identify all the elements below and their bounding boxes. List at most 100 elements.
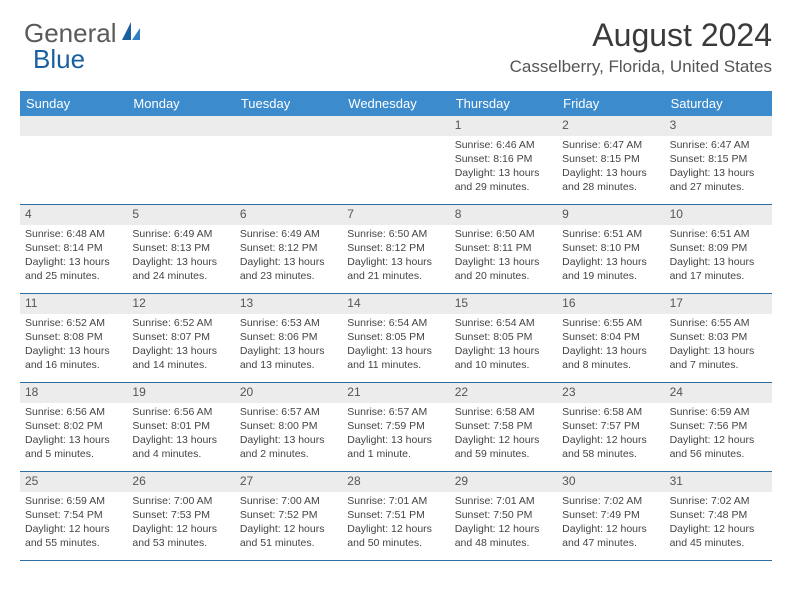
day-daylight2: and 16 minutes. <box>25 358 122 372</box>
day-daylight1: Daylight: 13 hours <box>347 255 444 269</box>
day-details: Sunrise: 6:52 AMSunset: 8:07 PMDaylight:… <box>127 314 234 377</box>
day-details <box>20 136 127 142</box>
day-number: 28 <box>342 472 449 492</box>
day-sunrise: Sunrise: 6:57 AM <box>240 405 337 419</box>
calendar-day: 15Sunrise: 6:54 AMSunset: 8:05 PMDayligh… <box>450 294 557 382</box>
day-sunset: Sunset: 8:16 PM <box>455 152 552 166</box>
calendar-day: 5Sunrise: 6:49 AMSunset: 8:13 PMDaylight… <box>127 205 234 293</box>
day-details: Sunrise: 7:01 AMSunset: 7:50 PMDaylight:… <box>450 492 557 555</box>
day-daylight2: and 27 minutes. <box>670 180 767 194</box>
day-daylight2: and 21 minutes. <box>347 269 444 283</box>
day-header: Friday <box>557 92 664 116</box>
day-sunrise: Sunrise: 6:49 AM <box>132 227 229 241</box>
day-daylight1: Daylight: 13 hours <box>25 433 122 447</box>
calendar-day: 26Sunrise: 7:00 AMSunset: 7:53 PMDayligh… <box>127 472 234 560</box>
calendar-day: 4Sunrise: 6:48 AMSunset: 8:14 PMDaylight… <box>20 205 127 293</box>
day-details <box>127 136 234 142</box>
day-daylight1: Daylight: 13 hours <box>132 433 229 447</box>
logo-sail-icon <box>120 18 142 49</box>
header: General August 2024 Casselberry, Florida… <box>0 0 792 81</box>
day-sunrise: Sunrise: 7:00 AM <box>240 494 337 508</box>
day-daylight1: Daylight: 13 hours <box>455 166 552 180</box>
calendar-day: 25 Sunrise: 6:59 AMSunset: 7:54 PMDayligh… <box>20 472 127 560</box>
day-number: 26 <box>127 472 234 492</box>
day-daylight2: and 48 minutes. <box>455 536 552 550</box>
day-sunset: Sunset: 8:11 PM <box>455 241 552 255</box>
day-details: Sunrise: 6:48 AMSunset: 8:14 PMDaylight:… <box>20 225 127 288</box>
day-daylight1: Daylight: 13 hours <box>562 255 659 269</box>
day-daylight1: Daylight: 13 hours <box>670 166 767 180</box>
calendar-day: 27Sunrise: 7:00 AMSunset: 7:52 PMDayligh… <box>235 472 342 560</box>
day-number: 17 <box>665 294 772 314</box>
day-sunrise: Sunrise: 6:48 AM <box>25 227 122 241</box>
day-number: 23 <box>557 383 664 403</box>
day-daylight1: Daylight: 13 hours <box>347 344 444 358</box>
day-sunset: Sunset: 8:08 PM <box>25 330 122 344</box>
day-sunrise: Sunrise: 6:59 AM <box>25 494 122 508</box>
day-details: Sunrise: 6:46 AMSunset: 8:16 PMDaylight:… <box>450 136 557 199</box>
day-number: 5 <box>127 205 234 225</box>
calendar-day: 12Sunrise: 6:52 AMSunset: 8:07 PMDayligh… <box>127 294 234 382</box>
day-details: Sunrise: 6:55 AMSunset: 8:04 PMDaylight:… <box>557 314 664 377</box>
calendar-week: 11Sunrise: 6:52 AMSunset: 8:08 PMDayligh… <box>20 294 772 383</box>
calendar-day: 10Sunrise: 6:51 AMSunset: 8:09 PMDayligh… <box>665 205 772 293</box>
calendar: Sunday Monday Tuesday Wednesday Thursday… <box>20 91 772 561</box>
calendar-day: 7Sunrise: 6:50 AMSunset: 8:12 PMDaylight… <box>342 205 449 293</box>
day-daylight2: and 50 minutes. <box>347 536 444 550</box>
day-details: Sunrise: 6:50 AMSunset: 8:11 PMDaylight:… <box>450 225 557 288</box>
day-daylight2: and 17 minutes. <box>670 269 767 283</box>
day-daylight1: Daylight: 13 hours <box>347 433 444 447</box>
day-sunrise: Sunrise: 7:01 AM <box>347 494 444 508</box>
day-sunrise: Sunrise: 6:58 AM <box>562 405 659 419</box>
day-header: Monday <box>127 92 234 116</box>
day-daylight1: Daylight: 13 hours <box>25 255 122 269</box>
day-number <box>235 116 342 136</box>
day-sunrise: Sunrise: 6:56 AM <box>132 405 229 419</box>
day-sunrise: Sunrise: 6:51 AM <box>670 227 767 241</box>
day-sunrise: Sunrise: 7:00 AM <box>132 494 229 508</box>
calendar-day <box>20 116 127 204</box>
day-daylight2: and 53 minutes. <box>132 536 229 550</box>
day-sunset: Sunset: 7:54 PM <box>25 508 122 522</box>
day-number: 15 <box>450 294 557 314</box>
day-number: 24 <box>665 383 772 403</box>
day-number: 13 <box>235 294 342 314</box>
day-sunrise: Sunrise: 6:51 AM <box>562 227 659 241</box>
day-daylight1: Daylight: 13 hours <box>670 255 767 269</box>
day-daylight2: and 25 minutes. <box>25 269 122 283</box>
calendar-day: 18Sunrise: 6:56 AMSunset: 8:02 PMDayligh… <box>20 383 127 471</box>
logo-text-blue: Blue <box>33 44 85 75</box>
day-sunrise: Sunrise: 7:01 AM <box>455 494 552 508</box>
day-number: 7 <box>342 205 449 225</box>
day-sunset: Sunset: 8:04 PM <box>562 330 659 344</box>
day-number: 16 <box>557 294 664 314</box>
day-daylight1: Daylight: 12 hours <box>25 522 122 536</box>
day-number: 25 <box>20 472 127 492</box>
day-details: Sunrise: 6:59 AMSunset: 7:56 PMDaylight:… <box>665 403 772 466</box>
day-daylight2: and 59 minutes. <box>455 447 552 461</box>
day-details: Sunrise: 6:56 AMSunset: 8:02 PMDaylight:… <box>20 403 127 466</box>
day-sunset: Sunset: 7:57 PM <box>562 419 659 433</box>
day-daylight1: Daylight: 13 hours <box>240 433 337 447</box>
day-daylight1: Daylight: 12 hours <box>455 433 552 447</box>
day-daylight2: and 56 minutes. <box>670 447 767 461</box>
day-daylight2: and 8 minutes. <box>562 358 659 372</box>
calendar-day: 29Sunrise: 7:01 AMSunset: 7:50 PMDayligh… <box>450 472 557 560</box>
day-details <box>342 136 449 142</box>
day-details: Sunrise: 6:53 AMSunset: 8:06 PMDaylight:… <box>235 314 342 377</box>
calendar-day: 28Sunrise: 7:01 AMSunset: 7:51 PMDayligh… <box>342 472 449 560</box>
day-number: 1 <box>450 116 557 136</box>
location-label: Casselberry, Florida, United States <box>510 57 772 77</box>
day-daylight1: Daylight: 12 hours <box>455 522 552 536</box>
day-sunset: Sunset: 7:49 PM <box>562 508 659 522</box>
calendar-week: 4Sunrise: 6:48 AMSunset: 8:14 PMDaylight… <box>20 205 772 294</box>
day-details: Sunrise: 6:52 AMSunset: 8:08 PMDaylight:… <box>20 314 127 377</box>
calendar-day: 3Sunrise: 6:47 AMSunset: 8:15 PMDaylight… <box>665 116 772 204</box>
day-sunset: Sunset: 8:07 PM <box>132 330 229 344</box>
calendar-day: 19Sunrise: 6:56 AMSunset: 8:01 PMDayligh… <box>127 383 234 471</box>
day-details: Sunrise: 6:57 AMSunset: 7:59 PMDaylight:… <box>342 403 449 466</box>
day-sunset: Sunset: 8:01 PM <box>132 419 229 433</box>
day-sunset: Sunset: 7:58 PM <box>455 419 552 433</box>
calendar-header-row: Sunday Monday Tuesday Wednesday Thursday… <box>20 91 772 116</box>
day-daylight1: Daylight: 13 hours <box>240 255 337 269</box>
